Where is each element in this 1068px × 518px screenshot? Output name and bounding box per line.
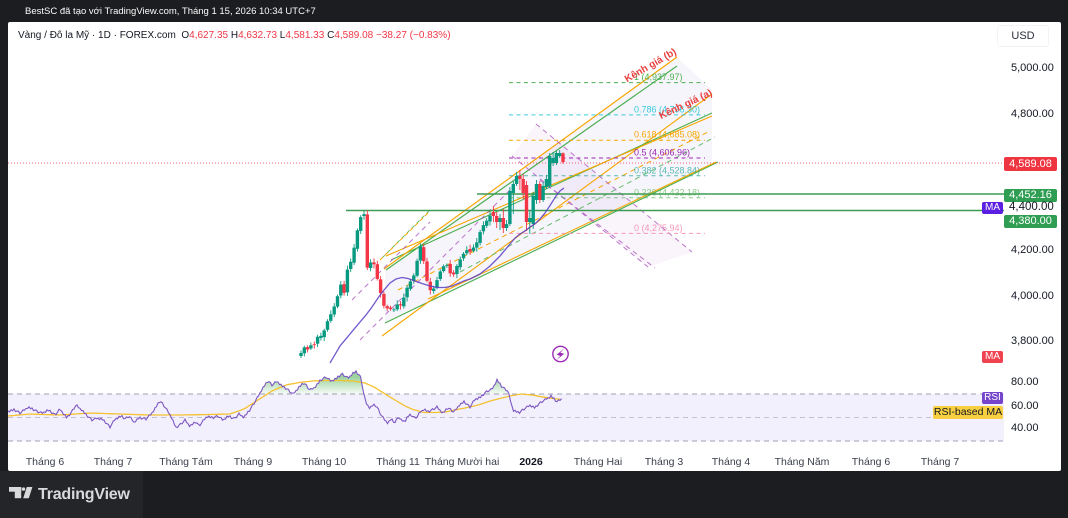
svg-text:0 (4,275.94): 0 (4,275.94) [634, 223, 683, 233]
svg-text:0.236 (4,432.18): 0.236 (4,432.18) [634, 187, 700, 197]
svg-text:0.786 (4,796.30): 0.786 (4,796.30) [634, 104, 700, 114]
svg-text:1 (4,937.97): 1 (4,937.97) [634, 72, 683, 82]
svg-text:0.618 (4,685.08): 0.618 (4,685.08) [634, 130, 700, 140]
svg-text:0.5 (4,606.96): 0.5 (4,606.96) [634, 148, 690, 158]
svg-text:0.382 (4,528.84): 0.382 (4,528.84) [634, 165, 700, 175]
